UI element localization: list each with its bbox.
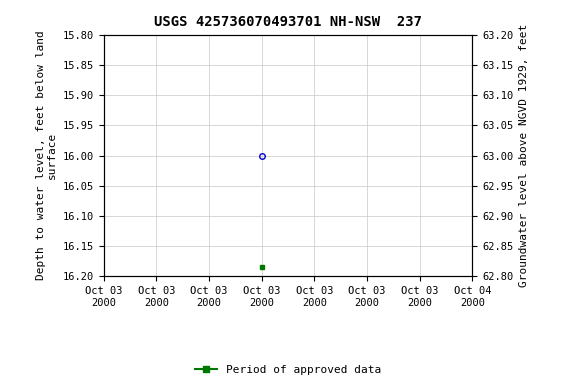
Title: USGS 425736070493701 NH-NSW  237: USGS 425736070493701 NH-NSW 237 [154,15,422,29]
Legend: Period of approved data: Period of approved data [191,361,385,380]
Y-axis label: Depth to water level, feet below land
surface: Depth to water level, feet below land su… [36,31,57,280]
Y-axis label: Groundwater level above NGVD 1929, feet: Groundwater level above NGVD 1929, feet [519,24,529,287]
